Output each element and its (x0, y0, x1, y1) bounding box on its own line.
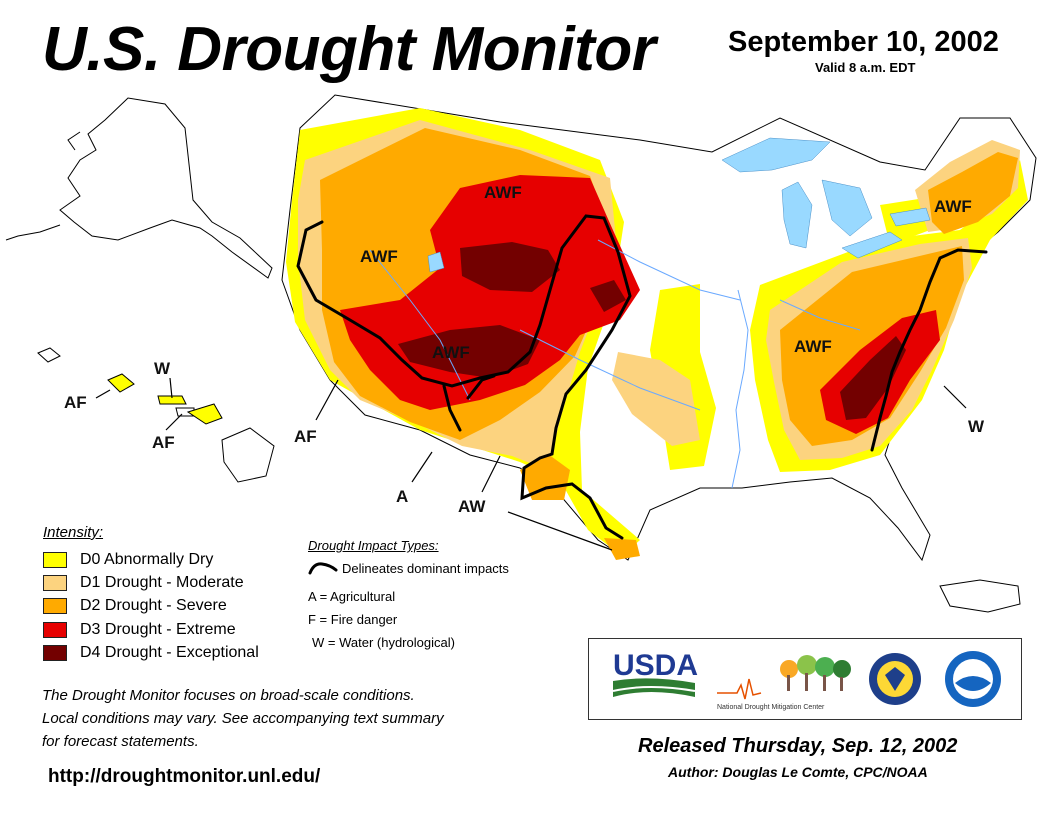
noaa-logo-icon (945, 651, 1001, 707)
water-bodies (427, 137, 931, 273)
legend-swatch-d4 (43, 645, 67, 661)
note-line: for forecast statements. (42, 733, 199, 750)
legend-swatch-d0 (43, 552, 67, 568)
puerto-rico-outline (939, 579, 1021, 613)
legend-item-d0: D0 Abnormally Dry (43, 550, 213, 570)
legend-item-d1: D1 Drought - Moderate (43, 573, 244, 593)
label-awf-north-rockies: AWF (484, 183, 522, 202)
agency-logos: USDA National Drought Mitigation Center (588, 638, 1022, 720)
hawaii-d0-area (107, 373, 135, 393)
disclaimer-note: The Drought Monitor focuses on broad-sca… (42, 684, 602, 753)
website-link[interactable]: http://droughtmonitor.unl.edu/ (48, 766, 321, 787)
drought-d4-areas (398, 242, 906, 420)
label-awf-southwest: AWF (432, 343, 470, 362)
lake-huron (821, 179, 873, 237)
label-w-hawaii: W (154, 359, 171, 378)
label-af-hawaii-east: AF (152, 433, 175, 452)
logo-strip: USDA National Drought Mitigation Center (612, 649, 1001, 711)
alaska-outline (5, 97, 273, 279)
lake-superior (721, 137, 831, 173)
note-line: Local conditions may vary. See accompany… (42, 710, 444, 727)
boundary-line-icon (308, 562, 338, 575)
label-w-southeast: W (968, 417, 985, 436)
legend-swatch-d1 (43, 575, 67, 591)
valid-time: Valid 8 a.m. EDT (815, 60, 916, 75)
release-date: Released Thursday, Sep. 12, 2002 (638, 735, 958, 757)
legend-swatch-d2 (43, 598, 67, 614)
label-awf-northeast: AWF (934, 197, 972, 216)
hawaii-islands (37, 347, 275, 483)
lake-erie (841, 231, 903, 259)
label-awf-great-basin: AWF (360, 247, 398, 266)
boundary-description: Delineates dominant impacts (342, 561, 509, 576)
legend-label: D1 Drought - Moderate (80, 574, 244, 591)
legend-swatch-d3 (43, 622, 67, 638)
commerce-seal-icon (869, 653, 921, 705)
legend-label: D0 Abnormally Dry (80, 551, 214, 568)
legend-item-d4: D4 Drought - Exceptional (43, 643, 259, 663)
map-title: U.S. Drought Monitor (42, 15, 656, 84)
legend-label: D4 Drought - Exceptional (80, 644, 259, 661)
label-af-california: AF (294, 427, 317, 446)
impact-type-fire: F = Fire danger (308, 612, 398, 627)
usda-logo: USDA (612, 649, 698, 697)
ndmc-logo: National Drought Mitigation Center (717, 655, 851, 711)
legend-item-d2: D2 Drought - Severe (43, 596, 227, 616)
legend-label: D2 Drought - Severe (80, 597, 227, 614)
label-leaders (95, 377, 967, 551)
great-salt-lake (427, 251, 445, 273)
label-aw-texas: AW (458, 497, 486, 516)
impact-boundaries (296, 214, 988, 540)
impact-types-title: Drought Impact Types: (308, 538, 439, 553)
ndmc-logo-text: National Drought Mitigation Center (717, 704, 825, 711)
label-awf-ohio-valley: AWF (794, 337, 832, 356)
legend-label: D3 Drought - Extreme (80, 621, 236, 638)
label-a-new-mexico: A (396, 487, 408, 506)
legend-title: Intensity: (43, 524, 104, 541)
impact-type-water: W = Water (hydrological) (312, 635, 455, 650)
usda-logo-text: USDA (613, 649, 698, 682)
legend-item-d3: D3 Drought - Extreme (43, 620, 236, 640)
lake-michigan (781, 181, 813, 249)
map-date: September 10, 2002 (728, 26, 999, 58)
lake-ontario (889, 207, 931, 227)
author-credit: Author: Douglas Le Comte, CPC/NOAA (668, 764, 928, 780)
label-af-hawaii-west: AF (64, 393, 87, 412)
note-line: The Drought Monitor focuses on broad-sca… (42, 687, 415, 704)
impact-type-agricultural: A = Agricultural (308, 589, 396, 604)
